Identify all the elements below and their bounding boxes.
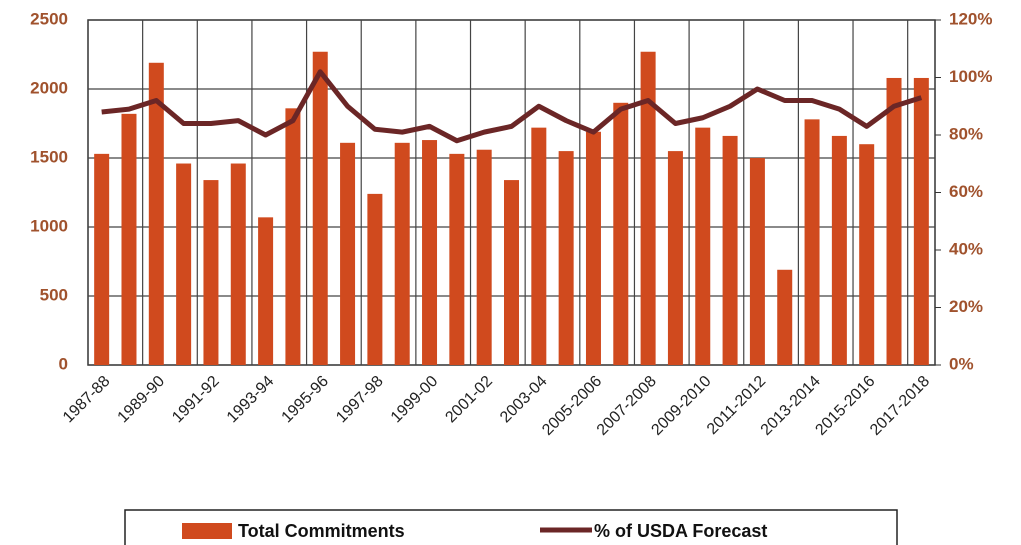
y2-tick-label: 100% — [949, 67, 992, 86]
bar — [613, 102, 629, 366]
y2-tick-label: 80% — [949, 124, 983, 143]
bar — [640, 51, 656, 366]
x-tick-label: 1989-90 — [115, 373, 169, 427]
x-tick-label: 1995-96 — [279, 373, 333, 427]
bar — [121, 113, 137, 365]
y-tick-label: 0 — [59, 354, 68, 373]
bar — [859, 144, 875, 365]
bar — [831, 135, 847, 365]
line — [101, 69, 923, 144]
x-tick-label: 2009-2010 — [648, 373, 714, 439]
bar — [585, 131, 601, 365]
y-tick-label: 2500 — [30, 9, 68, 28]
bar — [886, 77, 902, 366]
y-tick-label: 500 — [40, 285, 68, 304]
y-tick-label: 1000 — [30, 216, 68, 235]
bar — [394, 142, 410, 365]
x-tick-label: 2017-2018 — [867, 373, 933, 439]
bar — [340, 142, 356, 365]
y2-tick-label: 60% — [949, 182, 983, 201]
bar — [285, 108, 301, 365]
bar — [777, 269, 793, 365]
y-tick-label: 2000 — [30, 78, 68, 97]
bar — [422, 140, 438, 365]
x-tick-label: 1991-92 — [169, 373, 223, 427]
bar — [695, 127, 711, 365]
bar — [176, 163, 192, 365]
bar — [203, 180, 219, 365]
legend-label: Total Commitments — [238, 521, 405, 541]
bar — [749, 158, 765, 365]
bar — [913, 77, 929, 366]
y2-tick-label: 0% — [949, 354, 974, 373]
y2-tick-label: 40% — [949, 239, 983, 258]
legend-label: % of USDA Forecast — [594, 521, 767, 541]
y-tick-label: 1500 — [30, 147, 68, 166]
y2-tick-label: 120% — [949, 9, 992, 28]
x-tick-label: 1993-94 — [224, 373, 278, 427]
bar — [476, 149, 492, 365]
bar — [722, 135, 738, 365]
x-tick-label: 1999-00 — [388, 373, 442, 427]
bar — [449, 153, 465, 365]
bar — [367, 193, 383, 365]
bar — [804, 119, 820, 365]
bar — [504, 180, 519, 365]
x-tick-label: 1987-88 — [60, 373, 114, 427]
bar — [148, 62, 164, 365]
bar — [558, 151, 574, 365]
x-tick-label: 2003-04 — [497, 373, 551, 427]
legend-box — [124, 509, 898, 545]
bar — [312, 51, 328, 366]
bar — [94, 153, 110, 365]
bar — [667, 151, 683, 365]
x-tick-label: 2001-02 — [442, 373, 496, 427]
bar — [258, 217, 274, 365]
bar — [531, 127, 547, 365]
y2-tick-label: 20% — [949, 297, 983, 316]
legend-swatch — [182, 523, 232, 539]
bar — [230, 163, 246, 365]
x-tick-label: 1997-98 — [333, 373, 387, 427]
